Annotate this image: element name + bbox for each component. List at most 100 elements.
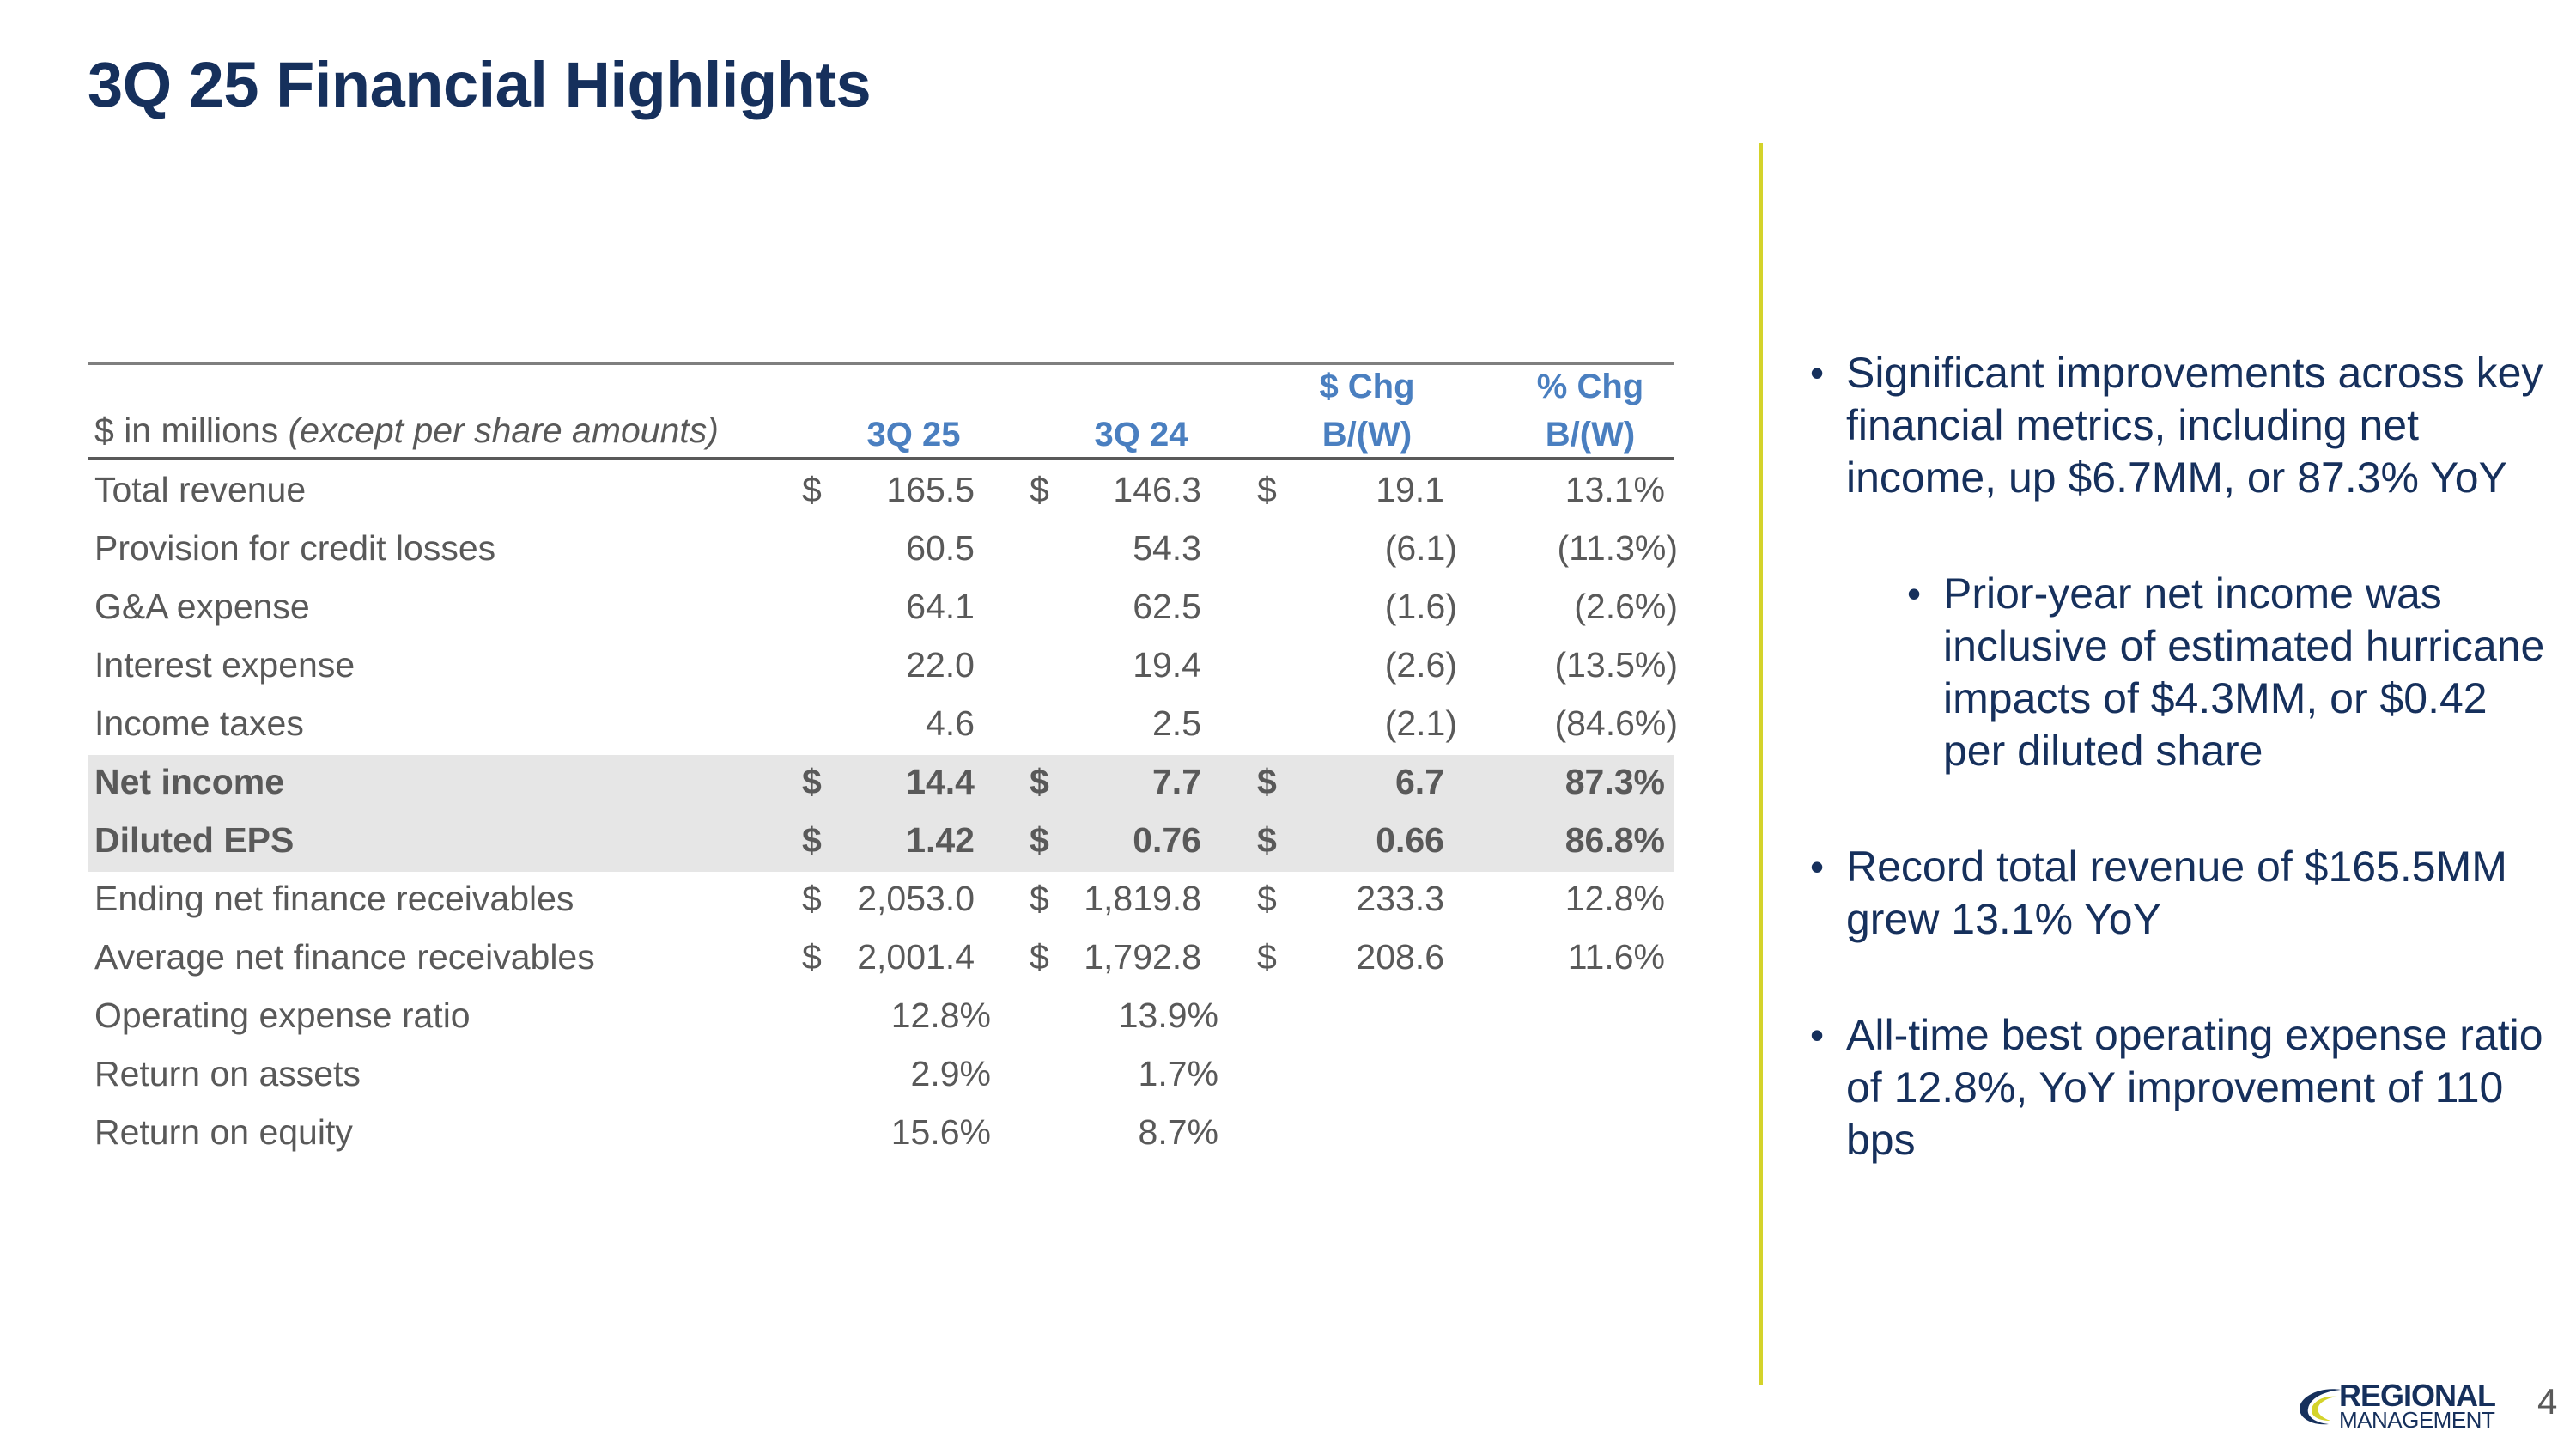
header-units-italic: (except per share amounts) bbox=[288, 411, 719, 450]
value-3q24: 146.3 bbox=[1113, 470, 1201, 509]
row-label: Income taxes bbox=[94, 703, 304, 743]
table-row: Provision for credit losses 60.5 54.3 (6… bbox=[88, 521, 1678, 580]
value-3q24: 54.3 bbox=[1133, 528, 1201, 568]
header-col-3q24: 3Q 24 bbox=[1094, 416, 1188, 454]
header-dollar-chg-line1: $ Chg bbox=[1319, 368, 1415, 405]
row-label: Diluted EPS bbox=[94, 820, 295, 860]
table-row: Average net finance receivables $ 2,001.… bbox=[88, 930, 1674, 989]
dollar-sign: $ bbox=[1257, 820, 1277, 860]
value-3q25: 2,001.4 bbox=[857, 937, 975, 977]
dollar-sign: $ bbox=[1257, 470, 1277, 509]
value-3q24: 1.7% bbox=[1138, 1054, 1218, 1093]
value-3q25: 22.0 bbox=[906, 645, 975, 685]
header-dollar-chg-line2: B/(W) bbox=[1321, 416, 1413, 454]
value-pct-chg: (84.6%) bbox=[1554, 703, 1678, 743]
value-3q24: 8.7% bbox=[1138, 1112, 1218, 1152]
value-3q25: 15.6% bbox=[890, 1112, 991, 1152]
table-body: Total revenue $ 165.5 $ 146.3 $ 19.1 13.… bbox=[88, 463, 1678, 1164]
dollar-sign: $ bbox=[1030, 879, 1049, 918]
page-number: 4 bbox=[2537, 1381, 2558, 1422]
dollar-sign: $ bbox=[1257, 762, 1277, 801]
value-dollar-chg: 0.66 bbox=[1376, 820, 1444, 860]
logo-text-bottom: MANAGEMENT bbox=[2339, 1407, 2495, 1433]
value-3q24: 7.7 bbox=[1152, 762, 1201, 801]
dollar-sign: $ bbox=[802, 820, 822, 860]
value-3q24: 62.5 bbox=[1133, 587, 1201, 626]
table-header: $ in millions (except per share amounts)… bbox=[88, 362, 1674, 460]
logo-swoosh-icon bbox=[2300, 1389, 2341, 1425]
table-row: Return on assets 2.9% 1.7% bbox=[88, 1047, 1674, 1105]
table-row: Operating expense ratio 12.8% 13.9% bbox=[88, 989, 1674, 1047]
value-pct-chg: 86.8% bbox=[1564, 820, 1665, 860]
header-pct-chg-line2: B/(W) bbox=[1545, 416, 1636, 454]
value-pct-chg: (2.6%) bbox=[1574, 587, 1678, 626]
value-pct-chg: (11.3%) bbox=[1557, 528, 1678, 568]
dollar-sign: $ bbox=[802, 762, 822, 801]
dollar-sign: $ bbox=[1030, 470, 1049, 509]
row-label: Net income bbox=[94, 762, 284, 801]
dollar-sign: $ bbox=[1030, 937, 1049, 977]
dollar-sign: $ bbox=[802, 937, 822, 977]
value-3q25: 4.6 bbox=[926, 703, 975, 743]
header-pct-chg-line1: % Chg bbox=[1536, 368, 1644, 405]
value-3q24: 19.4 bbox=[1133, 645, 1201, 685]
header-rule bbox=[88, 457, 1674, 460]
row-label: Return on assets bbox=[94, 1054, 361, 1093]
page-title: 3Q 25 Financial Highlights bbox=[88, 49, 872, 120]
value-pct-chg: 12.8% bbox=[1564, 879, 1665, 918]
table-row: Ending net finance receivables $ 2,053.0… bbox=[88, 872, 1674, 930]
value-dollar-chg: (1.6) bbox=[1384, 587, 1457, 626]
row-label: Return on equity bbox=[94, 1112, 353, 1152]
header-units-label: $ in millions (except per share amounts) bbox=[94, 411, 719, 451]
value-pct-chg: 87.3% bbox=[1564, 762, 1665, 801]
header-col-pct-chg: % Chg B/(W) bbox=[1513, 362, 1668, 459]
row-label: Total revenue bbox=[94, 470, 307, 509]
dollar-sign: $ bbox=[1030, 762, 1049, 801]
value-3q24: 13.9% bbox=[1118, 995, 1218, 1035]
value-dollar-chg: 6.7 bbox=[1395, 762, 1444, 801]
highlight-sub-bullet: Prior-year net income was inclusive of e… bbox=[1907, 568, 2549, 777]
value-dollar-chg: (6.1) bbox=[1384, 528, 1457, 568]
dollar-sign: $ bbox=[1257, 879, 1277, 918]
value-dollar-chg: (2.6) bbox=[1384, 645, 1457, 685]
table-row: Interest expense 22.0 19.4 (2.6) (13.5%) bbox=[88, 638, 1678, 697]
table-row-highlight: Diluted EPS $ 1.42 $ 0.76 $ 0.66 86.8% bbox=[88, 813, 1674, 872]
table-row-highlight: Net income $ 14.4 $ 7.7 $ 6.7 87.3% bbox=[88, 755, 1674, 813]
value-pct-chg: (13.5%) bbox=[1554, 645, 1678, 685]
value-dollar-chg: 233.3 bbox=[1356, 879, 1444, 918]
value-3q25: 64.1 bbox=[906, 587, 975, 626]
dollar-sign: $ bbox=[802, 879, 822, 918]
value-3q25: 60.5 bbox=[906, 528, 975, 568]
value-3q25: 2.9% bbox=[910, 1054, 991, 1093]
company-logo: REGIONAL MANAGEMENT bbox=[2294, 1378, 2511, 1433]
value-3q24: 0.76 bbox=[1133, 820, 1201, 860]
table-top-rule bbox=[88, 362, 1674, 365]
value-pct-chg: 11.6% bbox=[1567, 937, 1665, 977]
highlights-list: Significant improvements across key fina… bbox=[1810, 347, 2549, 1230]
value-3q25: 12.8% bbox=[890, 995, 991, 1035]
value-pct-chg: 13.1% bbox=[1564, 470, 1665, 509]
table-row: Total revenue $ 165.5 $ 146.3 $ 19.1 13.… bbox=[88, 463, 1674, 521]
logo-text-top: REGIONAL bbox=[2339, 1378, 2496, 1413]
vertical-divider bbox=[1759, 143, 1763, 1385]
value-3q24: 2.5 bbox=[1152, 703, 1201, 743]
row-label: Operating expense ratio bbox=[94, 995, 471, 1035]
table-row: G&A expense 64.1 62.5 (1.6) (2.6%) bbox=[88, 580, 1678, 638]
row-label: Provision for credit losses bbox=[94, 528, 496, 568]
header-units-main: $ in millions bbox=[94, 411, 279, 450]
dollar-sign: $ bbox=[1030, 820, 1049, 860]
row-label: Ending net finance receivables bbox=[94, 879, 574, 918]
table-row: Return on equity 15.6% 8.7% bbox=[88, 1105, 1674, 1164]
value-dollar-chg: 208.6 bbox=[1356, 937, 1444, 977]
value-3q25: 1.42 bbox=[906, 820, 975, 860]
dollar-sign: $ bbox=[802, 470, 822, 509]
row-label: G&A expense bbox=[94, 587, 310, 626]
value-dollar-chg: 19.1 bbox=[1376, 470, 1444, 509]
dollar-sign: $ bbox=[1257, 937, 1277, 977]
highlight-bullet: Significant improvements across key fina… bbox=[1810, 347, 2549, 504]
value-3q25: 165.5 bbox=[886, 470, 975, 509]
highlight-bullet: Record total revenue of $165.5MM grew 13… bbox=[1810, 841, 2549, 946]
row-label: Interest expense bbox=[94, 645, 355, 685]
highlight-bullet: All-time best operating expense ratio of… bbox=[1810, 1009, 2549, 1166]
value-3q25: 2,053.0 bbox=[857, 879, 975, 918]
